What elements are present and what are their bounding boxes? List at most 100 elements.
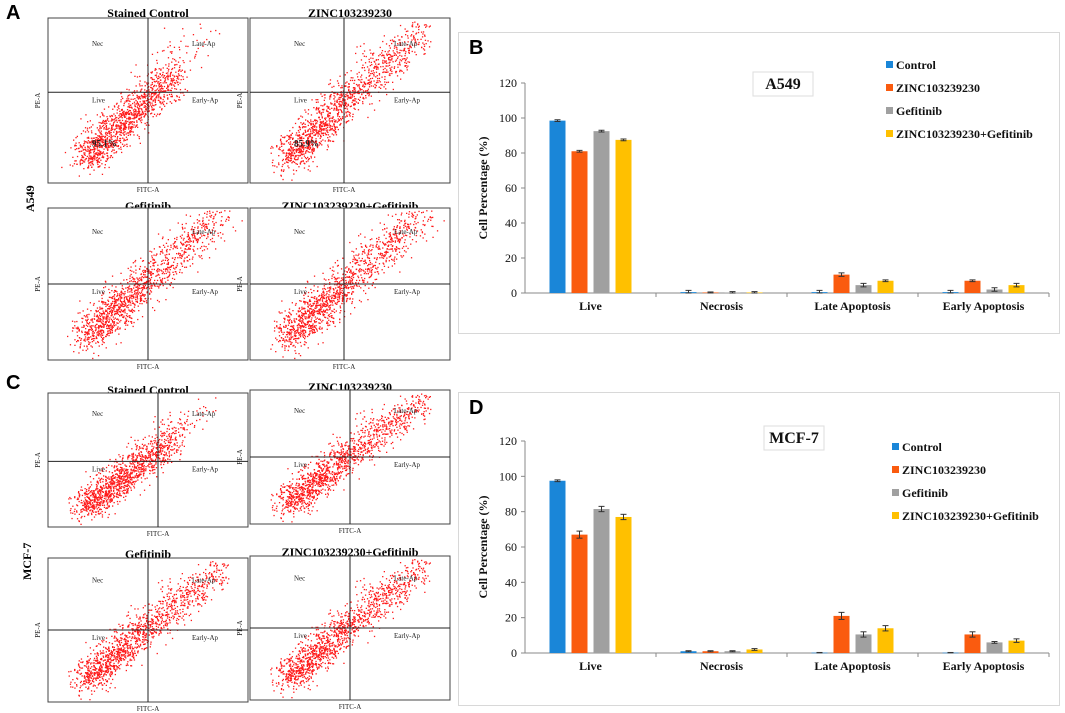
quadrant-label-live: Live [294, 288, 307, 296]
bar-late-apoptosis-zinc103239230 [833, 615, 850, 653]
quadrant-label-nec: Nec [92, 576, 103, 584]
flow-plot-frame [249, 17, 451, 184]
flow-scatter-points [61, 23, 221, 177]
x-tick-label-live: Live [579, 299, 602, 313]
flow-y-axis-label: PE-A [34, 622, 42, 638]
flow-scatter-points [68, 561, 230, 701]
legend-label-gefitinib: Gefitinib [896, 104, 942, 118]
flow-plot-a2: Nec Late-Ap Live Early-Ap FITC-A PE-A 85.9% [236, 17, 451, 194]
y-tick-label-40: 40 [505, 575, 517, 589]
chart-d-svg: 0 20 40 60 80 100 120 Cell Percentage (%) Live Ne… [476, 425, 1050, 673]
quadrant-label-early-ap: Early-Ap [394, 288, 421, 296]
y-tick-label-60: 60 [505, 540, 517, 554]
flow-percent-label: 95.1% [92, 139, 117, 149]
panel-letter-c: C [6, 372, 21, 394]
bar-live-zinc103239230 [571, 534, 588, 653]
quadrant-label-late-ap: Late-Ap [192, 576, 216, 584]
legend-swatch-zinc103239230 [886, 84, 893, 91]
legend-label-gefitinib: Gefitinib [902, 486, 948, 500]
x-tick-label-live: Live [579, 659, 602, 673]
quadrant-label-nec: Nec [294, 574, 305, 582]
bar-late-apoptosis-zinc103239230-plus-gefitinib [877, 280, 894, 293]
x-tick-label-necrosis: Necrosis [700, 659, 743, 673]
flow-plot-a4: Nec Late-Ap Live Early-Ap FITC-A PE-A [236, 207, 451, 371]
flow-title-a2: ZINC103239230 [307, 6, 392, 20]
panel-letter-a: A [6, 2, 21, 24]
chart-title: A549 [765, 76, 801, 93]
bar-live-zinc103239230-plus-gefitinib [615, 516, 632, 653]
legend-label-zinc103239230: ZINC103239230 [902, 463, 986, 477]
flow-scatter-points [68, 397, 217, 525]
y-tick-label-20: 20 [505, 251, 517, 265]
chart-d-frame: D 0 20 40 60 80 100 120 Cell Percentage (%) Live… [458, 392, 1060, 706]
quadrant-label-live: Live [92, 96, 105, 104]
flow-x-axis-label: FITC-A [333, 363, 356, 371]
flow-plot-a3: Nec Late-Ap Live Early-Ap FITC-A PE-A [34, 207, 249, 371]
flow-plot-frame [47, 392, 249, 528]
flow-y-axis-label: PE-A [236, 449, 244, 465]
y-tick-label-0: 0 [511, 646, 517, 660]
flow-percent-label: 85.9% [294, 139, 319, 149]
bar-early-apoptosis-zinc103239230-plus-gefitinib [1008, 285, 1025, 293]
bar-live-gefitinib [593, 131, 610, 293]
flow-y-axis-label: PE-A [236, 276, 244, 292]
y-tick-label-80: 80 [505, 146, 517, 160]
flow-plot-c1: Nec Late-Ap Live Early-Ap FITC-A PE-A [34, 392, 249, 538]
quadrant-label-early-ap: Early-Ap [192, 288, 219, 296]
quadrant-label-live: Live [294, 96, 307, 104]
quadrant-label-nec: Nec [294, 40, 305, 48]
flow-y-axis-label: PE-A [34, 93, 42, 109]
flow-plot-c3: Nec Late-Ap Live Early-Ap FITC-A PE-A [34, 557, 249, 713]
legend-swatch-control [892, 443, 899, 450]
quadrant-label-late-ap: Late-Ap [192, 410, 216, 418]
quadrant-label-live: Live [294, 632, 307, 640]
bar-live-gefitinib [593, 509, 610, 653]
quadrant-label-late-ap: Late-Ap [394, 407, 418, 415]
legend-swatch-gefitinib [886, 107, 893, 114]
legend-label-control: Control [896, 58, 936, 72]
quadrant-label-nec: Nec [294, 228, 305, 236]
flow-plots-svg: Nec Late-Ap Live Early-Ap FITC-A PE-A 95.1% Nec… [34, 17, 451, 713]
chart-title-box [763, 425, 825, 451]
bar-necrosis-zinc103239230-plus-gefitinib [746, 649, 763, 653]
flow-scatter-points [270, 393, 432, 523]
bar-late-apoptosis-zinc103239230 [833, 274, 850, 293]
quadrant-label-early-ap: Early-Ap [192, 465, 219, 473]
quadrant-label-late-ap: Late-Ap [192, 40, 216, 48]
bar-late-apoptosis-zinc103239230-plus-gefitinib [877, 628, 894, 653]
chart-title-box [752, 71, 814, 97]
quadrant-label-early-ap: Early-Ap [394, 96, 421, 104]
flow-title-a1: Stained Control [107, 6, 189, 20]
chart-b-svg: 0 20 40 60 80 100 120 Cell Percentage (%) Live Ne… [476, 58, 1050, 313]
y-tick-label-120: 120 [499, 76, 517, 90]
y-tick-label-60: 60 [505, 181, 517, 195]
legend-swatch-zinc103239230-plus-gefitinib [892, 512, 899, 519]
quadrant-label-early-ap: Early-Ap [394, 461, 421, 469]
quadrant-label-late-ap: Late-Ap [394, 574, 418, 582]
flow-x-axis-label: FITC-A [137, 705, 160, 713]
quadrant-label-early-ap: Early-Ap [192, 634, 219, 642]
legend-label-zinc103239230-plus-gefitinib: ZINC103239230+Gefitinib [902, 509, 1039, 523]
x-tick-label-early-apoptosis: Early Apoptosis [943, 659, 1025, 673]
quadrant-label-nec: Nec [92, 410, 103, 418]
flow-x-axis-label: FITC-A [147, 530, 170, 538]
bar-live-zinc103239230-plus-gefitinib [615, 139, 632, 293]
legend-label-zinc103239230-plus-gefitinib: ZINC103239230+Gefitinib [896, 127, 1033, 141]
flow-y-axis-label: PE-A [34, 276, 42, 292]
x-tick-label-late-apoptosis: Late Apoptosis [814, 659, 891, 673]
flow-x-axis-label: FITC-A [137, 363, 160, 371]
panel-letter-d: D [469, 397, 484, 419]
quadrant-label-early-ap: Early-Ap [394, 632, 421, 640]
quadrant-label-live: Live [92, 634, 105, 642]
bar-early-apoptosis-zinc103239230-plus-gefitinib [1008, 640, 1025, 653]
legend-swatch-gefitinib [892, 489, 899, 496]
quadrant-label-nec: Nec [294, 407, 305, 415]
x-tick-label-necrosis: Necrosis [700, 299, 743, 313]
flow-plot-c2: Nec Late-Ap Live Early-Ap FITC-A PE-A [236, 389, 451, 535]
y-tick-label-40: 40 [505, 216, 517, 230]
flow-scatter-points [270, 559, 431, 699]
flow-scatter-points [270, 210, 445, 360]
bar-live-control [549, 120, 566, 293]
bar-early-apoptosis-zinc103239230 [964, 280, 981, 293]
bar-live-control [549, 480, 566, 653]
